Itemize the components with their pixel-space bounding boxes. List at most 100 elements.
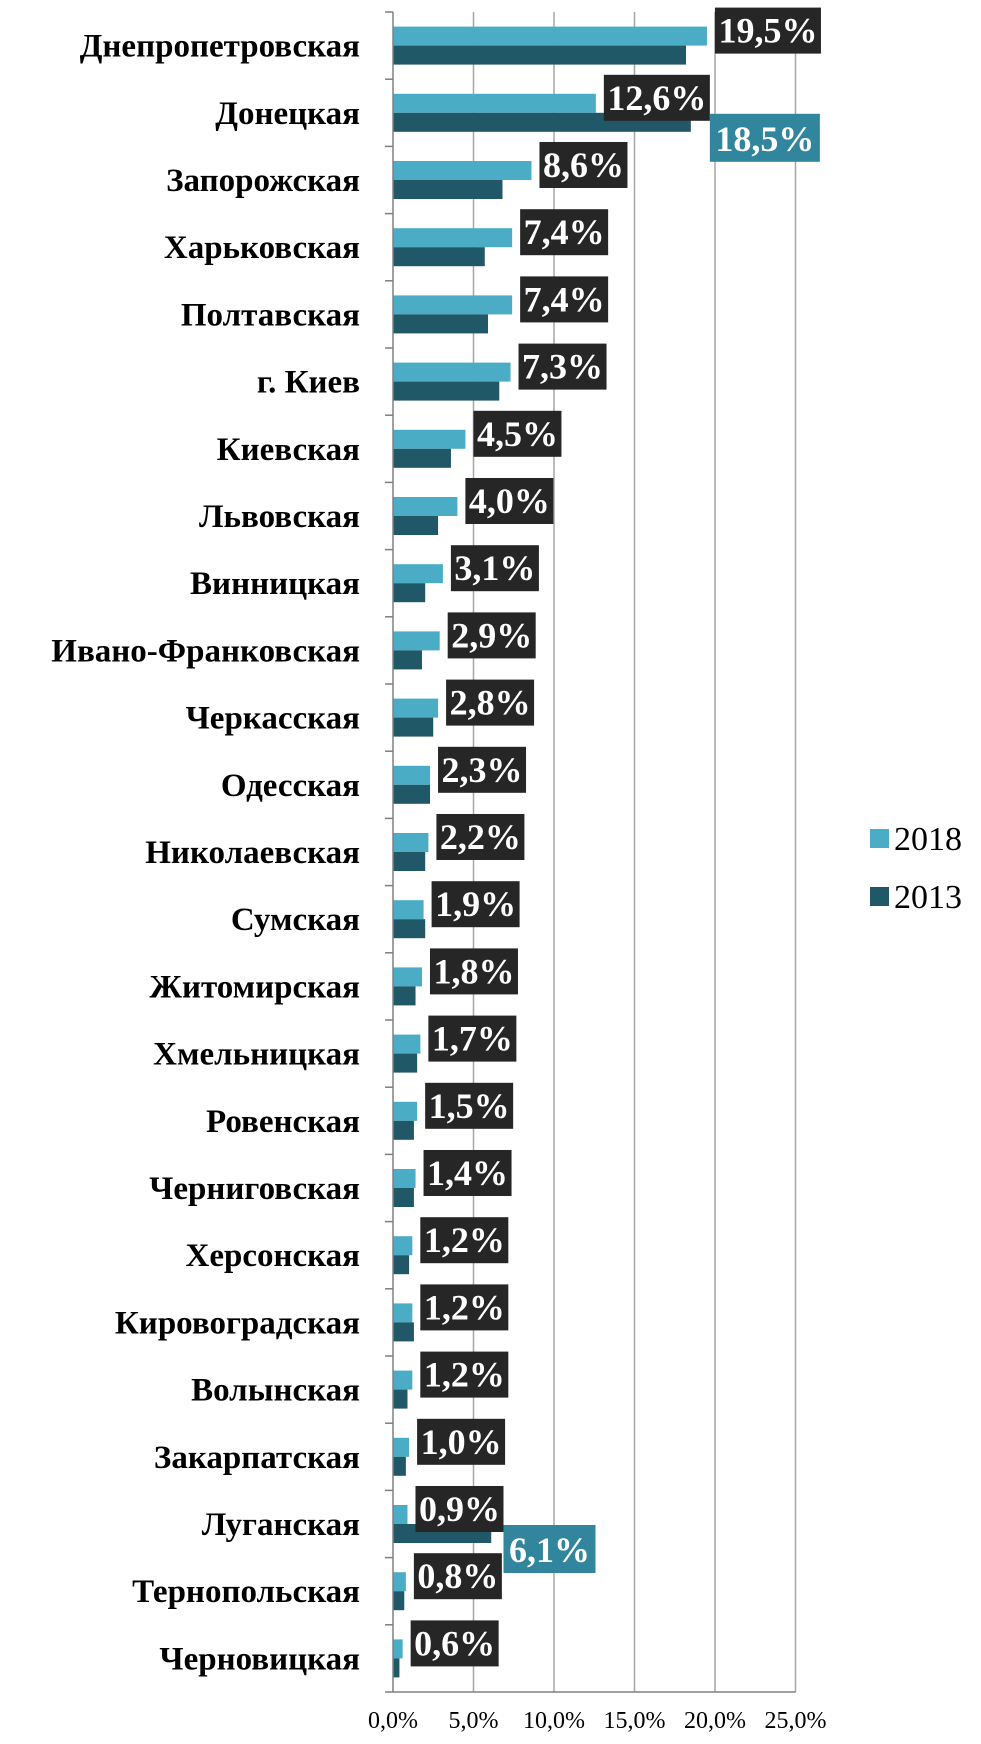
bar-2013 — [393, 1188, 414, 1207]
category-label: Кировоградская — [115, 1305, 360, 1341]
data-label-box — [415, 1486, 504, 1532]
category-label: Киевская — [217, 432, 360, 468]
bar-2018 — [393, 1437, 410, 1457]
bar-2013 — [393, 1053, 418, 1073]
data-label-2018: 7,4% — [524, 212, 605, 252]
bar-2013 — [393, 1322, 414, 1342]
data-label-box — [518, 343, 607, 390]
bar-2018 — [393, 161, 532, 180]
category-label: Тернопольская — [132, 1574, 360, 1610]
bar-2018 — [393, 967, 422, 987]
data-label-box — [431, 881, 520, 928]
data-label-box — [446, 679, 535, 726]
bar-2013 — [393, 45, 687, 65]
bar-2018 — [393, 1169, 416, 1188]
data-label-2018: 0,6% — [414, 1623, 495, 1663]
category-label: Винницкая — [190, 566, 360, 602]
data-label-2013: 6,1% — [509, 1530, 590, 1570]
x-tick-label: 25,0% — [765, 1708, 827, 1734]
category-label: Харьковская — [164, 230, 360, 266]
category-label: Волынская — [191, 1373, 360, 1409]
bar-2018 — [393, 93, 596, 113]
legend-swatch-2018 — [870, 829, 889, 848]
bar-2018 — [393, 228, 513, 248]
data-label-2018: 1,9% — [435, 884, 516, 924]
data-label-box — [423, 1150, 512, 1196]
data-label-2018: 2,3% — [442, 750, 523, 790]
bar-2013 — [393, 1389, 408, 1409]
bar-2018 — [393, 1505, 408, 1524]
bar-2013 — [393, 247, 485, 267]
data-label-2018: 1,4% — [427, 1153, 508, 1193]
data-label-box — [413, 1553, 502, 1600]
data-label-2018: 3,1% — [454, 548, 535, 588]
legend-label-2018: 2018 — [894, 821, 962, 858]
data-label-box — [417, 1418, 506, 1465]
data-label-2018: 1,0% — [421, 1422, 502, 1462]
data-label-2018: 1,8% — [433, 951, 514, 991]
x-tick-label: 10,0% — [523, 1708, 585, 1734]
bar-2018 — [393, 900, 424, 920]
data-labels: 19,5% 12,6%18,5% 8,6% 7,4% 7,4% 7,3% 4,5% 4,0% 3… — [410, 7, 821, 1667]
bar-2018 — [393, 1101, 418, 1121]
data-label-2018: 0,8% — [417, 1556, 498, 1596]
category-label: Хмельницкая — [153, 1037, 360, 1073]
data-label-2018: 0,9% — [419, 1489, 500, 1529]
data-label-2018: 1,5% — [429, 1086, 510, 1126]
data-label-2018: 7,4% — [524, 279, 605, 319]
category-label: Сумская — [231, 902, 360, 938]
data-label-2018: 1,2% — [424, 1287, 505, 1327]
bar-2013 — [393, 381, 500, 401]
data-label-box — [425, 1082, 514, 1129]
bar-2018 — [393, 1236, 413, 1256]
bar-2018 — [393, 1303, 413, 1323]
data-label-box — [420, 1351, 509, 1398]
bar-2013 — [393, 1255, 410, 1275]
data-label-box — [420, 1284, 509, 1331]
data-label-2013: 18,5% — [715, 119, 814, 159]
data-label-box — [473, 410, 562, 457]
data-label-2018: 19,5% — [718, 11, 817, 51]
bar-2013 — [393, 583, 426, 603]
data-label-2018: 1,2% — [424, 1220, 505, 1260]
data-label-2018: 4,0% — [469, 481, 550, 521]
bar-2018 — [393, 564, 443, 584]
bar-2013 — [393, 919, 426, 939]
bar-2013 — [393, 1591, 405, 1611]
category-label: Черновицкая — [159, 1641, 360, 1677]
callout-box-2013 — [709, 113, 820, 162]
category-label: Донецкая — [215, 96, 360, 132]
bar-2013 — [393, 784, 431, 804]
bar-2018 — [393, 833, 429, 852]
category-label: Николаевская — [145, 835, 360, 871]
bar-2018 — [393, 429, 466, 449]
x-tick-label: 15,0% — [604, 1708, 666, 1734]
legend: 2018 2013 — [870, 821, 962, 916]
bar-2013 — [393, 1120, 414, 1140]
category-labels: Днепропетровская Донецкая Запорожская Харьк… — [51, 29, 360, 1678]
category-label: Ивано-Франковская — [51, 633, 360, 669]
bar-2018 — [393, 698, 439, 718]
bar-2013 — [393, 852, 426, 871]
category-label: Одесская — [221, 768, 360, 804]
data-label-box — [603, 74, 710, 121]
value-axis: 0,0% 5,0% 10,0% 15,0% 20,0% 25,0% — [368, 11, 827, 1734]
data-label-2018: 8,6% — [543, 145, 624, 185]
category-label: г. Киев — [257, 365, 360, 401]
bar-2013 — [393, 986, 416, 1006]
data-label-box — [429, 948, 518, 995]
legend-swatch-2013 — [870, 887, 889, 906]
bar-2018 — [393, 1370, 413, 1390]
bar-2013 — [393, 650, 422, 670]
legend-label-2013: 2013 — [894, 879, 962, 916]
data-label-2018: 4,5% — [477, 414, 558, 454]
bar-2018 — [393, 26, 707, 46]
data-label-2018: 2,8% — [450, 683, 531, 723]
bar-2018 — [393, 631, 440, 651]
callout-box-2013 — [503, 1525, 596, 1573]
bar-2013 — [393, 448, 451, 468]
data-label-box — [420, 1217, 509, 1264]
bar-2013 — [393, 1456, 406, 1476]
bar-2013 — [393, 314, 488, 334]
category-label: Днепропетровская — [80, 29, 360, 65]
